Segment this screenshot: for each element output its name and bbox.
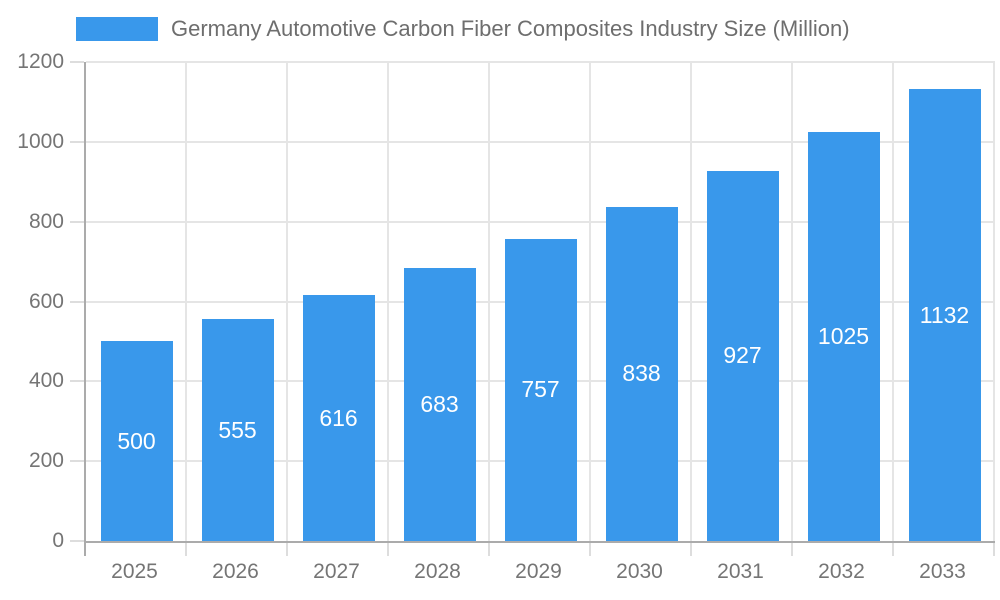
y-axis-label: 0 [52, 529, 64, 552]
legend-swatch [76, 17, 158, 41]
bar: 757 [504, 238, 577, 541]
gridline-horizontal [86, 140, 995, 143]
bar: 500 [100, 341, 173, 541]
x-axis-label: 2027 [313, 560, 360, 583]
x-axis-tick [690, 543, 692, 556]
gridline-horizontal [86, 220, 995, 223]
x-axis-tick [488, 543, 490, 556]
x-axis-label: 2029 [515, 560, 562, 583]
x-axis-tick [791, 543, 793, 556]
y-axis-label: 1200 [17, 50, 64, 73]
y-axis-label: 600 [28, 289, 64, 313]
gridline-vertical [892, 62, 894, 541]
gridline-vertical [185, 62, 187, 541]
x-axis-label: 2025 [111, 560, 158, 583]
gridline-vertical [488, 62, 490, 541]
x-axis-label: 2033 [919, 560, 966, 583]
legend: Germany Automotive Carbon Fiber Composit… [76, 15, 850, 43]
y-axis-label: 200 [28, 449, 64, 473]
bar-value-label: 927 [723, 342, 762, 369]
bar-value-label: 616 [319, 404, 358, 431]
x-axis-tick [185, 543, 187, 556]
x-axis-label: 2026 [212, 560, 259, 583]
gridline-vertical [589, 62, 591, 541]
bar: 1025 [807, 131, 880, 541]
y-axis-tick [70, 140, 84, 143]
bar: 616 [302, 295, 375, 541]
plot-area: 500 555 616 683 757 838 927 1025 1132 [70, 61, 995, 556]
gridline-vertical [690, 62, 692, 541]
y-axis-label: 400 [28, 369, 64, 393]
gridline-vertical [286, 62, 288, 541]
bar-value-label: 757 [521, 376, 560, 403]
x-axis-label: 2032 [818, 560, 865, 583]
y-axis: 0 200 400 600 800 1000 1200 [0, 50, 64, 552]
bar-value-label: 1025 [817, 322, 870, 349]
gridline-horizontal [86, 61, 995, 63]
bar-value-label: 683 [420, 391, 459, 418]
y-axis-label: 1000 [17, 129, 64, 153]
bar: 927 [706, 170, 779, 541]
bar-value-label: 1132 [919, 301, 970, 328]
y-axis-tick [70, 61, 84, 63]
bar-value-label: 838 [622, 360, 661, 387]
gridline-vertical [791, 62, 793, 541]
y-axis-tick [70, 380, 84, 383]
bar: 838 [605, 206, 678, 541]
x-axis-tick [993, 543, 995, 556]
y-axis-tick [70, 540, 84, 542]
x-axis-tick [286, 543, 288, 556]
bar: 1132 [908, 89, 981, 541]
y-axis-tick [70, 220, 84, 223]
gridline-vertical [387, 62, 389, 541]
y-axis-tick [70, 300, 84, 303]
x-axis-label: 2030 [616, 560, 663, 583]
gridline-vertical [993, 62, 995, 541]
x-axis-tick [589, 543, 591, 556]
y-axis-label: 800 [28, 209, 64, 233]
bar: 683 [403, 268, 476, 541]
y-axis-tick [70, 460, 84, 463]
x-axis: 2025 2026 2027 2028 2029 2030 2031 2032 2033 [84, 556, 993, 588]
x-axis-tick [84, 543, 86, 556]
x-axis-label: 2028 [414, 560, 461, 583]
x-axis-label: 2031 [717, 560, 764, 583]
bar: 555 [201, 319, 274, 541]
x-axis-tick [387, 543, 389, 556]
bar-value-label: 500 [117, 427, 156, 454]
x-axis-tick [892, 543, 894, 556]
legend-title: Germany Automotive Carbon Fiber Composit… [171, 16, 850, 41]
bar-value-label: 555 [218, 416, 257, 443]
